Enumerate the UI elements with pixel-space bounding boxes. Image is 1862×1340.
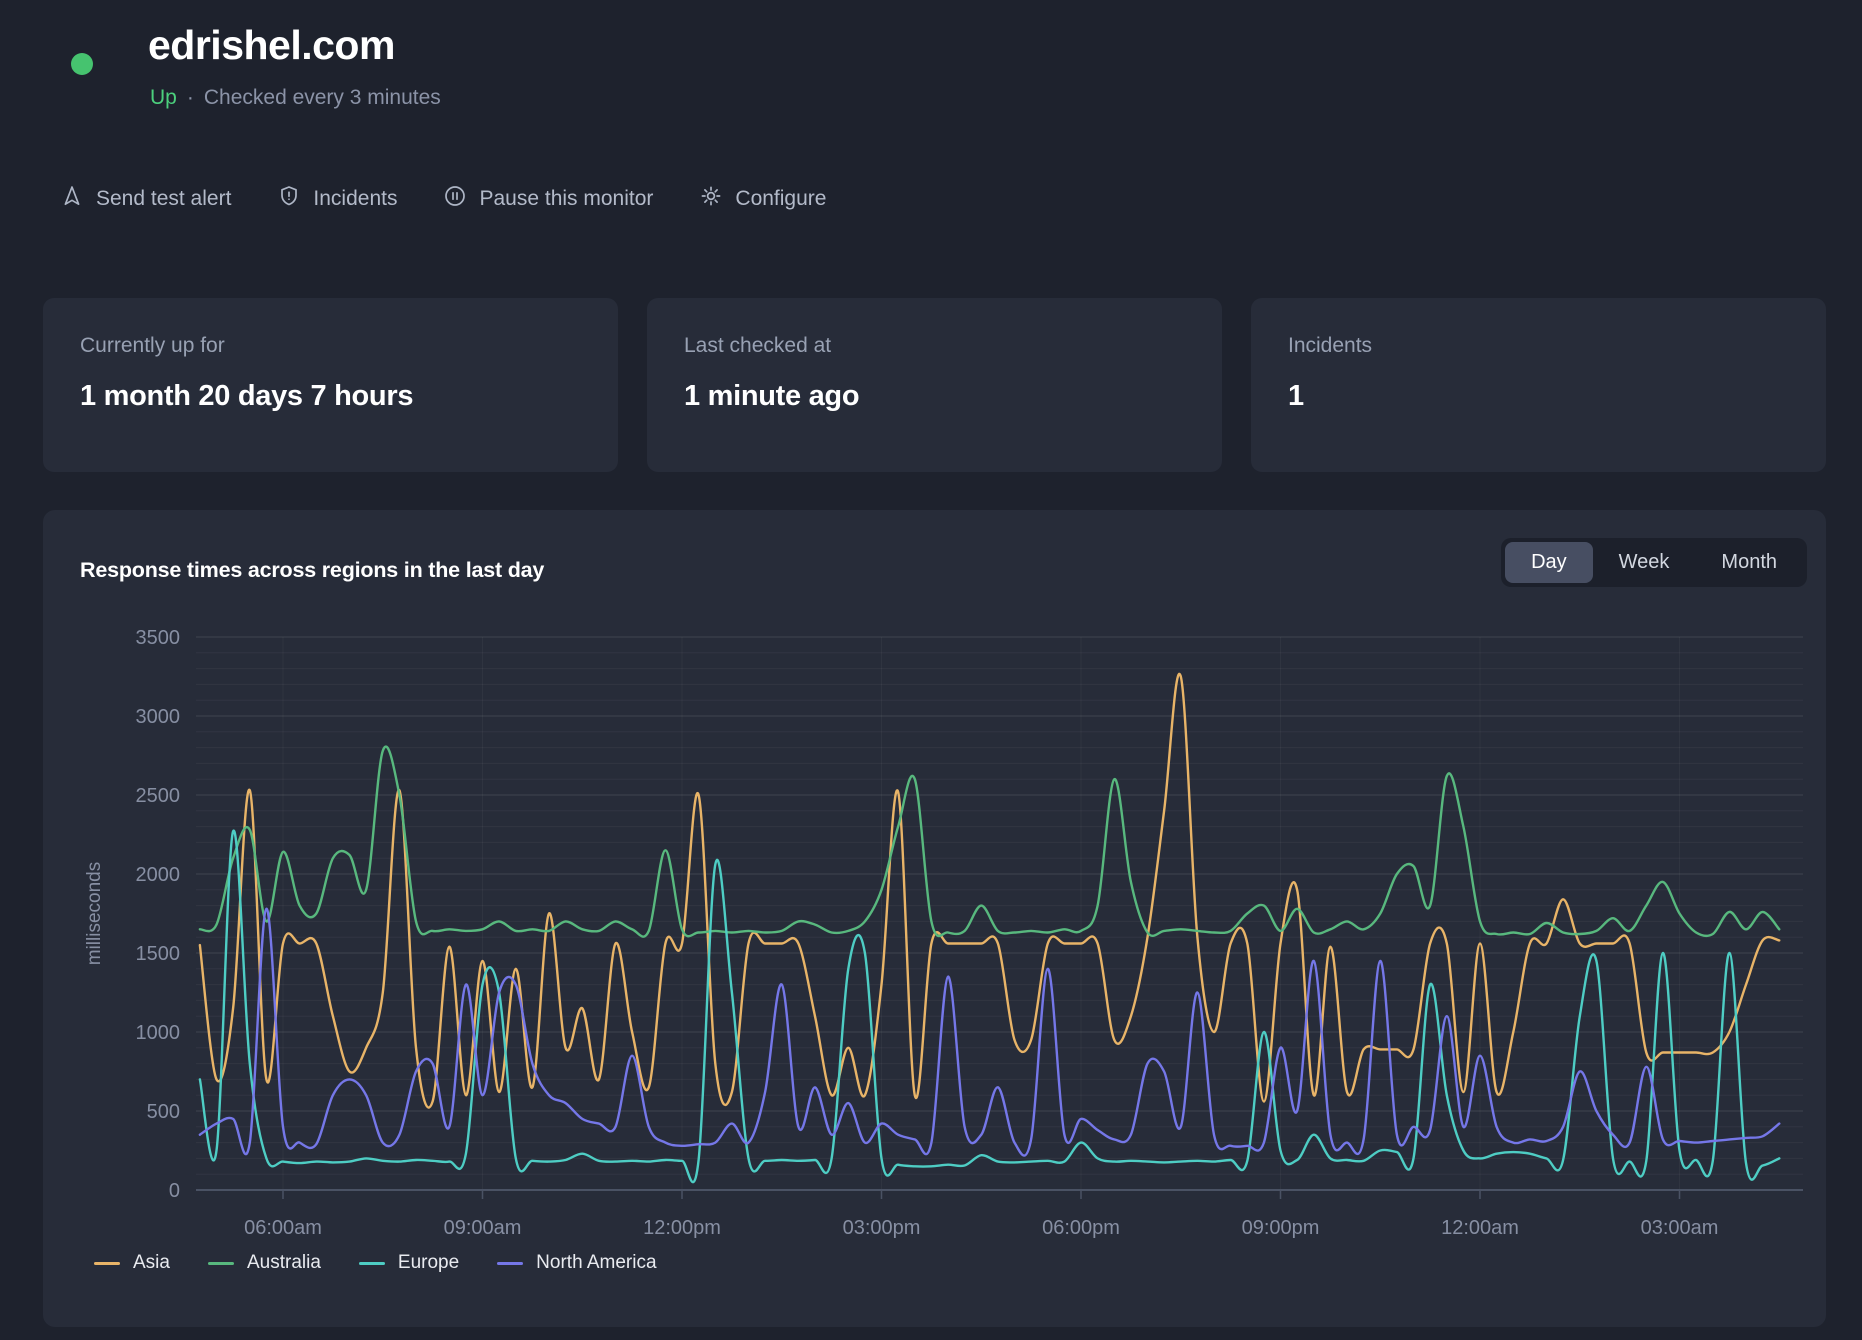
configure-label: Configure (735, 187, 827, 210)
stats-row: Currently up for 1 month 20 days 7 hours… (43, 298, 1826, 472)
legend-swatch (497, 1261, 524, 1265)
stat-label: Last checked at (684, 334, 832, 357)
actions-row: Send test alert Incidents Pause this mon… (60, 184, 826, 214)
chart-legend: Asia Australia Europe North America (94, 1252, 657, 1274)
send-test-alert-button[interactable]: Send test alert (60, 184, 231, 214)
y-axis-tick-label: 2500 (136, 785, 181, 807)
y-axis-tick-label: 3000 (136, 706, 181, 728)
legend-swatch (94, 1261, 120, 1265)
send-test-alert-label: Send test alert (96, 187, 232, 210)
legend-label: North America (536, 1252, 657, 1273)
pause-circle-icon (443, 184, 467, 214)
legend-item-europe[interactable]: Europe (358, 1252, 460, 1274)
y-axis-tick-label: 0 (169, 1180, 180, 1202)
configure-button[interactable]: Configure (699, 184, 826, 214)
legend-item-asia[interactable]: Asia (94, 1252, 170, 1274)
x-axis-tick-label: 12:00pm (643, 1217, 721, 1239)
stat-value: 1 minute ago (684, 380, 860, 412)
y-axis-tick-label: 1500 (136, 943, 181, 965)
shield-alert-icon (277, 184, 301, 214)
legend-swatch (358, 1261, 385, 1265)
x-axis-tick-label: 09:00am (444, 1217, 522, 1239)
stat-card-last-checked: Last checked at 1 minute ago (647, 298, 1222, 472)
incidents-button[interactable]: Incidents (277, 184, 397, 214)
check-frequency: Checked every 3 minutes (203, 86, 441, 109)
series-line-australia (198, 745, 1781, 938)
y-axis-tick-label: 1000 (136, 1022, 181, 1044)
page-title: edrishel.com (148, 22, 395, 68)
incidents-label: Incidents (313, 187, 398, 210)
y-axis-title: milliseconds (84, 862, 105, 965)
series-line-north-america (198, 907, 1781, 1157)
tab-week[interactable]: Week (1593, 542, 1696, 583)
status-text: Up (150, 86, 177, 109)
x-axis-tick-label: 12:00am (1441, 1217, 1519, 1239)
stat-label: Currently up for (80, 334, 225, 357)
x-axis-tick-label: 09:00pm (1242, 1217, 1320, 1239)
x-axis-tick-label: 06:00am (244, 1217, 322, 1239)
legend-label: Asia (133, 1252, 170, 1273)
status-line: Up · Checked every 3 minutes (150, 86, 441, 110)
legend-label: Australia (246, 1252, 321, 1273)
send-alert-icon (60, 184, 84, 214)
y-axis-tick-label: 500 (147, 1101, 180, 1123)
status-dot (71, 53, 93, 75)
gear-icon (699, 184, 723, 214)
range-toggle: Day Week Month (1501, 538, 1807, 587)
x-axis-tick-label: 06:00pm (1042, 1217, 1120, 1239)
pause-monitor-button[interactable]: Pause this monitor (443, 184, 653, 214)
stat-label: Incidents (1288, 334, 1373, 357)
pause-monitor-label: Pause this monitor (479, 187, 654, 210)
response-times-panel: Response times across regions in the las… (43, 510, 1826, 1327)
legend-label: Europe (397, 1252, 460, 1273)
chart-title: Response times across regions in the las… (80, 558, 545, 582)
legend-item-north-america[interactable]: North America (497, 1252, 657, 1274)
response-times-chart: 06:00am 09:00am 12:00pm 03:00pm 06:00pm 09:00… (84, 627, 1803, 1239)
tab-month[interactable]: Month (1695, 542, 1803, 583)
series-line-europe (198, 829, 1781, 1184)
legend-item-australia[interactable]: Australia (207, 1252, 321, 1274)
x-axis-tick-label: 03:00pm (843, 1217, 921, 1239)
series-line-asia (198, 672, 1781, 1109)
y-axis-tick-label: 3500 (136, 627, 181, 649)
legend-swatch (207, 1261, 234, 1265)
stat-card-incidents: Incidents 1 (1251, 298, 1826, 472)
stat-value: 1 (1288, 380, 1304, 412)
stat-value: 1 month 20 days 7 hours (80, 380, 414, 412)
tab-day[interactable]: Day (1505, 542, 1593, 583)
separator-dot: · (186, 86, 194, 109)
x-axis-tick-label: 03:00am (1641, 1217, 1719, 1239)
y-axis-tick-label: 2000 (136, 864, 181, 886)
stat-card-uptime: Currently up for 1 month 20 days 7 hours (43, 298, 618, 472)
